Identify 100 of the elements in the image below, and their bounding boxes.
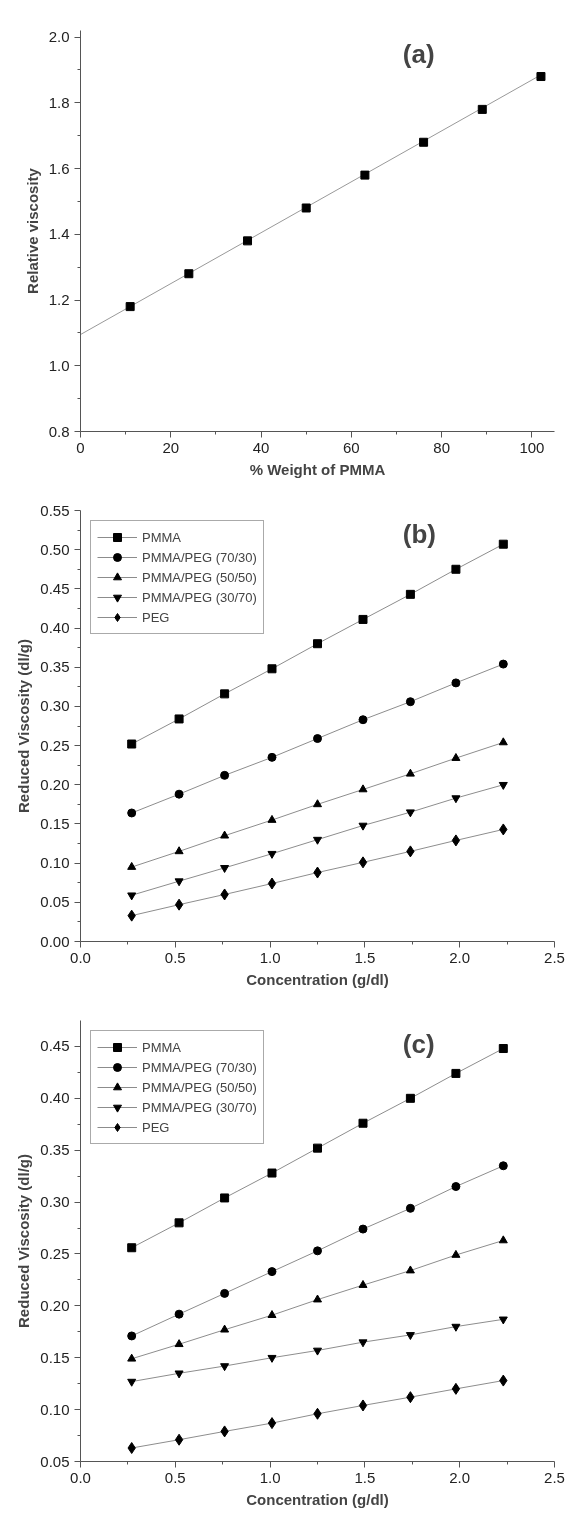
point [358, 1399, 368, 1412]
point [127, 1378, 137, 1387]
point [267, 1267, 277, 1277]
point [405, 1332, 415, 1341]
legend-label: PMMA [142, 1039, 181, 1055]
point [174, 1218, 184, 1228]
x-tick-label: 80 [433, 438, 450, 456]
y-tick-label: 0.35 [40, 1141, 70, 1159]
point [405, 697, 415, 707]
point [243, 236, 253, 246]
point [220, 1363, 230, 1372]
y-tick-label: 0.25 [40, 1244, 70, 1262]
point [358, 1118, 368, 1128]
legend-label: PEG [142, 609, 170, 625]
y-tick-label: 1.6 [48, 159, 70, 177]
y-tick-label: 0.15 [40, 1348, 70, 1366]
point [313, 1143, 322, 1153]
point [451, 834, 461, 847]
point [174, 1433, 184, 1446]
point [174, 1370, 184, 1379]
legend-label: PMMA/PEG (70/30) [142, 1059, 257, 1075]
point [451, 1182, 461, 1192]
point [127, 808, 137, 818]
y-tick-label: 1.2 [48, 291, 70, 309]
point [220, 1324, 230, 1333]
y-tick-label: 1.8 [48, 93, 70, 111]
point [405, 1093, 415, 1103]
point [358, 1279, 368, 1288]
point [220, 865, 230, 873]
x-tick-label: 2.5 [544, 948, 565, 966]
point [267, 1354, 277, 1363]
y-tick-label: 0.20 [40, 775, 70, 793]
point [498, 737, 508, 746]
point [220, 1288, 230, 1298]
point [125, 302, 135, 312]
x-tick-label: 0 [76, 438, 85, 456]
legend-label: PMMA/PEG (70/30) [142, 549, 257, 565]
point [267, 850, 277, 859]
x-tick-label: 0.0 [70, 948, 91, 966]
point [498, 539, 508, 549]
y-tick-label: 0.50 [40, 540, 70, 558]
x-tick-label: 0.5 [164, 948, 186, 966]
point [267, 664, 277, 674]
x-tick-label: 0.0 [70, 1468, 91, 1486]
point [174, 1339, 184, 1348]
point [451, 1323, 461, 1332]
y-axis-title: Reduced Viscosity (dl/g) [15, 639, 33, 813]
y-tick-label: 1.0 [48, 356, 70, 374]
point [358, 784, 368, 793]
point [267, 1417, 277, 1430]
point [267, 752, 277, 762]
point [127, 739, 137, 749]
point [451, 1068, 461, 1078]
point [127, 861, 137, 870]
legend-label: PMMA [142, 529, 181, 545]
y-tick-label: 0.35 [40, 658, 70, 676]
y-tick-label: 1.4 [48, 225, 70, 243]
point [313, 1246, 322, 1256]
point [313, 734, 322, 744]
x-tick-label: 0.5 [164, 1468, 186, 1486]
legend-label: PMMA/PEG (30/70) [142, 1099, 257, 1115]
annotation: (c) [402, 1029, 435, 1060]
y-tick-label: 0.00 [40, 932, 70, 950]
point [220, 689, 230, 699]
point [313, 639, 322, 649]
x-tick-label: 20 [162, 438, 180, 456]
point [451, 1382, 461, 1395]
point [220, 770, 230, 780]
y-tick-label: 0.25 [40, 736, 70, 754]
x-axis-title: Concentration (g/dl) [246, 1490, 389, 1508]
point [127, 892, 137, 901]
y-tick-label: 0.45 [40, 1037, 70, 1055]
point [267, 877, 277, 890]
x-tick-label: 40 [252, 438, 270, 456]
y-axis-title: Reduced Viscosity (dl/g) [15, 1154, 33, 1328]
point [184, 269, 194, 279]
x-tick-label: 2.5 [544, 1468, 565, 1486]
point [174, 1309, 184, 1319]
point [358, 715, 368, 725]
point [174, 846, 184, 855]
point [267, 1310, 277, 1318]
x-tick-label: 1.5 [354, 948, 376, 966]
point [127, 1243, 137, 1253]
x-tick-label: 2.0 [449, 1468, 471, 1486]
point [220, 830, 230, 839]
y-tick-label: 0.45 [40, 579, 70, 597]
point [174, 898, 184, 911]
y-tick-label: 0.30 [40, 1193, 70, 1211]
y-tick-label: 0.20 [40, 1296, 70, 1314]
x-tick-label: 1.0 [259, 948, 281, 966]
x-tick-label: 1.0 [259, 1468, 281, 1486]
point [498, 1161, 508, 1171]
legend-label: PMMA/PEG (50/50) [142, 569, 257, 585]
point [358, 822, 368, 831]
point [313, 1294, 322, 1303]
point [127, 1353, 137, 1362]
point [174, 714, 184, 724]
legend-label: PMMA/PEG (50/50) [142, 1079, 257, 1095]
point [477, 104, 487, 114]
point [174, 789, 184, 799]
